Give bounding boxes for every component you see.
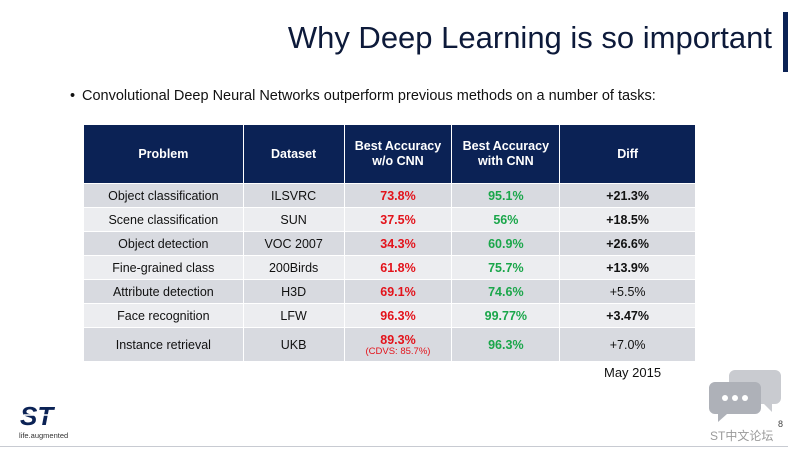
cell-without-cnn: 61.8% bbox=[343, 255, 453, 280]
bullet-text: Convolutional Deep Neural Networks outpe… bbox=[82, 88, 656, 104]
st-logo-icon: ST bbox=[20, 401, 62, 431]
cell-note: (CDVS: 85.7%) bbox=[365, 345, 431, 357]
cell-without-cnn: 89.3% (CDVS: 85.7%) bbox=[343, 327, 453, 362]
svg-text:ST: ST bbox=[20, 403, 55, 429]
st-logo: ST bbox=[18, 401, 68, 434]
date-label: May 2015 bbox=[604, 365, 662, 380]
header-line: w/o CNN bbox=[372, 154, 424, 168]
cell-problem: Scene classification bbox=[83, 207, 244, 232]
cell-with-cnn: 75.7% bbox=[451, 255, 561, 280]
cell-without-cnn: 69.1% bbox=[343, 279, 453, 304]
cell-dataset: LFW bbox=[242, 303, 345, 328]
cell-with-cnn: 99.77% bbox=[451, 303, 561, 328]
cell-with-cnn: 74.6% bbox=[451, 279, 561, 304]
footer-divider bbox=[0, 446, 788, 447]
bullet-mark: • bbox=[70, 88, 76, 104]
table-header-row: Problem Dataset Best Accuracy w/o CNN Be… bbox=[83, 124, 696, 184]
page-number: 8 bbox=[778, 419, 784, 429]
cell-without-cnn: 37.5% bbox=[343, 207, 453, 232]
table-row: Object detection VOC 2007 34.3% 60.9% +2… bbox=[83, 231, 696, 256]
cell-without-cnn: 96.3% bbox=[343, 303, 453, 328]
cell-without-cnn: 34.3% bbox=[343, 231, 453, 256]
header-diff: Diff bbox=[559, 124, 696, 184]
cell-problem: Instance retrieval bbox=[83, 327, 244, 362]
cell-without-cnn: 73.8% bbox=[343, 183, 453, 208]
cell-diff: +5.5% bbox=[559, 279, 696, 304]
cell-problem: Object detection bbox=[83, 231, 244, 256]
header-accuracy-without-cnn: Best Accuracy w/o CNN bbox=[343, 124, 453, 184]
table-row: Face recognition LFW 96.3% 99.77% +3.47% bbox=[83, 303, 696, 328]
header-dataset: Dataset bbox=[242, 124, 345, 184]
results-table: Problem Dataset Best Accuracy w/o CNN Be… bbox=[83, 124, 696, 362]
cell-with-cnn: 96.3% bbox=[451, 327, 561, 362]
header-accuracy-with-cnn: Best Accuracy with CNN bbox=[451, 124, 561, 184]
cell-dataset: VOC 2007 bbox=[242, 231, 345, 256]
bullet-point: • Convolutional Deep Neural Networks outp… bbox=[70, 88, 656, 104]
cell-problem: Fine-grained class bbox=[83, 255, 244, 280]
cell-problem: Attribute detection bbox=[83, 279, 244, 304]
cell-with-cnn: 56% bbox=[451, 207, 561, 232]
table-row: Object classification ILSVRC 73.8% 95.1%… bbox=[83, 183, 696, 208]
header-line: Best Accuracy bbox=[354, 139, 442, 153]
table-row: Scene classification SUN 37.5% 56% +18.5… bbox=[83, 207, 696, 232]
header-line: with CNN bbox=[478, 154, 534, 168]
table-row: Instance retrieval UKB 89.3% (CDVS: 85.7… bbox=[83, 327, 696, 362]
title-accent-bar bbox=[783, 12, 788, 72]
cell-value: 89.3% bbox=[380, 332, 416, 347]
cell-dataset: H3D bbox=[242, 279, 345, 304]
table-row: Attribute detection H3D 69.1% 74.6% +5.5… bbox=[83, 279, 696, 304]
chat-bubble-icon bbox=[709, 366, 781, 431]
table-row: Fine-grained class 200Birds 61.8% 75.7% … bbox=[83, 255, 696, 280]
cell-diff: +21.3% bbox=[559, 183, 696, 208]
cell-diff: +7.0% bbox=[559, 327, 696, 362]
cell-dataset: ILSVRC bbox=[242, 183, 345, 208]
cell-dataset: 200Birds bbox=[242, 255, 345, 280]
cell-dataset: SUN bbox=[242, 207, 345, 232]
cell-diff: +26.6% bbox=[559, 231, 696, 256]
cell-problem: Face recognition bbox=[83, 303, 244, 328]
cell-diff: +3.47% bbox=[559, 303, 696, 328]
header-line: Best Accuracy bbox=[462, 139, 550, 153]
logo-tagline: life.augmented bbox=[19, 431, 69, 440]
cell-with-cnn: 95.1% bbox=[451, 183, 561, 208]
cell-diff: +18.5% bbox=[559, 207, 696, 232]
slide-title: Why Deep Learning is so important bbox=[287, 20, 772, 55]
header-problem: Problem bbox=[83, 124, 244, 184]
forum-watermark: ST中文论坛 bbox=[710, 429, 774, 443]
cell-with-cnn: 60.9% bbox=[451, 231, 561, 256]
cell-dataset: UKB bbox=[242, 327, 345, 362]
cell-problem: Object classification bbox=[83, 183, 244, 208]
cell-diff: +13.9% bbox=[559, 255, 696, 280]
